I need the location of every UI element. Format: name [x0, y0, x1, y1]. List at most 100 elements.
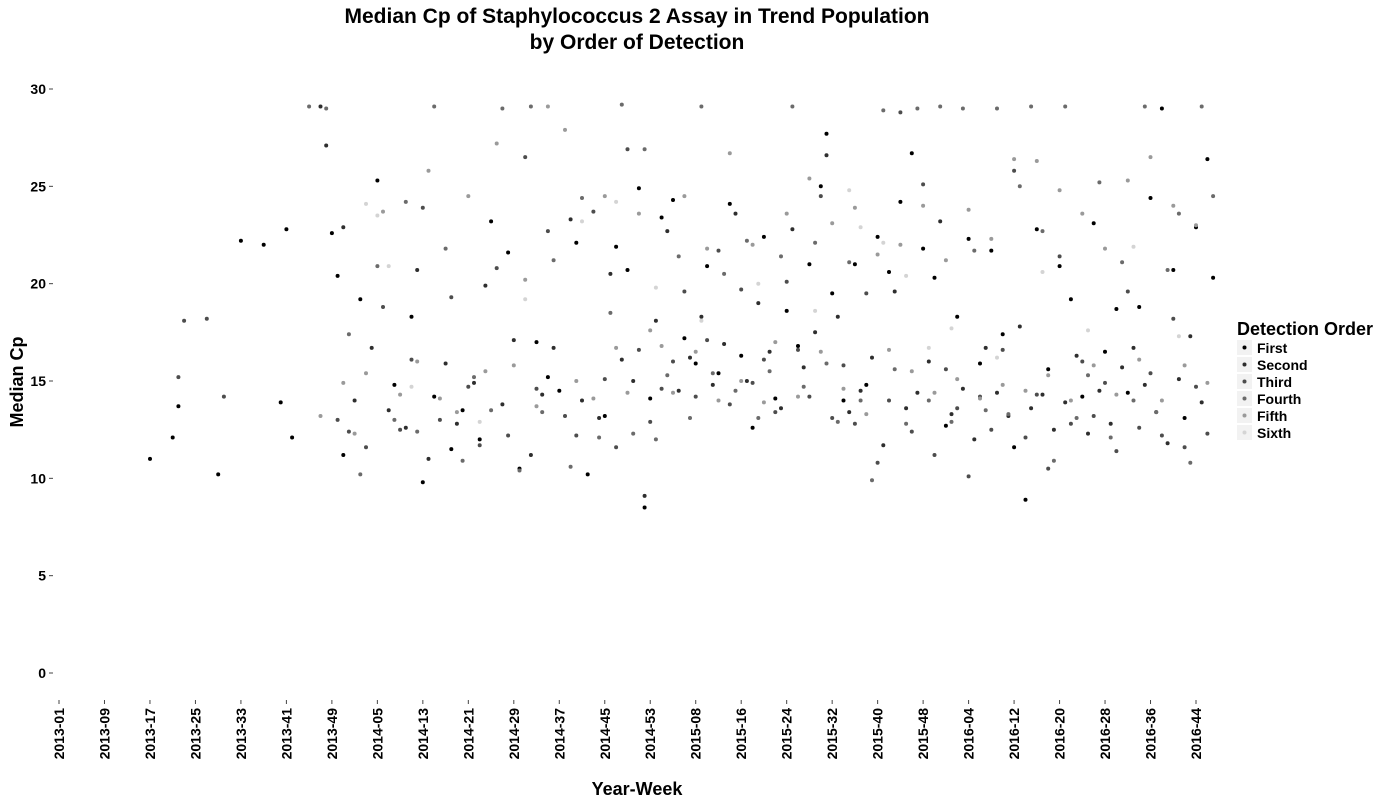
data-point	[494, 141, 499, 146]
data-point	[665, 373, 670, 378]
data-point	[1171, 268, 1176, 272]
data-point	[1114, 392, 1119, 397]
data-point	[796, 394, 800, 399]
data-point	[335, 417, 340, 422]
data-point	[909, 151, 914, 156]
data-point	[574, 379, 579, 383]
data-point	[1097, 388, 1102, 393]
data-point	[648, 419, 653, 424]
x-tick-label: 2015-08	[688, 708, 704, 760]
data-point	[540, 392, 545, 397]
series-fourth	[307, 102, 1216, 483]
data-point	[648, 396, 653, 401]
data-point	[750, 242, 755, 247]
data-point	[619, 357, 624, 362]
data-point	[1046, 373, 1051, 378]
x-tick-label: 2015-16	[733, 708, 749, 760]
data-point	[926, 345, 931, 350]
data-point	[955, 406, 960, 411]
data-point	[1165, 268, 1170, 272]
data-point	[574, 433, 579, 438]
data-point	[653, 318, 658, 323]
data-point	[318, 414, 323, 418]
data-point	[750, 425, 755, 430]
data-point	[346, 429, 351, 434]
data-point	[881, 240, 886, 245]
x-tick-label: 2016-20	[1052, 708, 1068, 760]
data-point	[614, 345, 619, 350]
data-point	[318, 104, 323, 109]
x-tick-label: 2013-33	[233, 708, 249, 760]
data-point	[551, 258, 556, 263]
data-point	[437, 396, 442, 401]
data-point	[699, 314, 704, 319]
data-point	[921, 182, 926, 187]
data-point	[898, 199, 903, 204]
y-tick-label: 25	[30, 178, 46, 194]
data-point	[1068, 297, 1073, 302]
data-point	[727, 151, 732, 156]
legend-label: Fifth	[1257, 408, 1287, 424]
x-tick-label: 2014-13	[415, 708, 431, 760]
legend-label: Third	[1257, 374, 1292, 390]
data-point	[665, 229, 670, 234]
data-point	[978, 396, 982, 401]
data-point	[1086, 431, 1090, 436]
y-axis-title: Median Cp	[7, 336, 27, 427]
data-point	[238, 238, 243, 243]
x-tick-label: 2013-41	[278, 708, 294, 760]
data-point	[364, 445, 368, 450]
data-point	[966, 474, 971, 479]
x-tick-label: 2014-05	[369, 708, 385, 760]
data-point	[182, 318, 187, 323]
data-point	[807, 394, 812, 399]
data-point	[989, 248, 994, 253]
data-point	[1182, 363, 1187, 368]
data-point	[557, 388, 562, 393]
data-point	[779, 254, 783, 259]
data-point	[261, 242, 266, 247]
data-point	[1023, 497, 1028, 502]
data-point	[420, 205, 425, 210]
data-point	[761, 234, 766, 239]
data-point	[756, 281, 761, 286]
data-point	[625, 147, 630, 152]
data-point	[790, 104, 795, 109]
x-tick-label: 2014-37	[551, 708, 567, 760]
data-point	[1211, 194, 1216, 199]
data-point	[938, 219, 943, 224]
data-point	[1063, 400, 1068, 405]
data-point	[1159, 398, 1164, 403]
data-point	[580, 219, 584, 224]
data-point	[1148, 155, 1153, 160]
data-point	[887, 270, 891, 274]
data-point	[682, 336, 687, 341]
data-point	[835, 314, 840, 319]
data-point	[1034, 159, 1039, 163]
data-point	[1205, 157, 1210, 162]
data-point	[375, 264, 380, 269]
data-point	[284, 227, 289, 232]
x-tick-label: 2014-53	[642, 708, 658, 760]
legend-label: Fourth	[1257, 391, 1301, 407]
data-point	[1114, 449, 1119, 454]
data-point	[926, 398, 931, 403]
data-point	[1034, 392, 1039, 397]
data-point	[1000, 332, 1005, 337]
data-point	[398, 427, 403, 432]
data-point	[688, 416, 692, 420]
data-point	[864, 412, 869, 417]
data-point	[1103, 380, 1107, 385]
data-point	[699, 104, 704, 109]
data-point	[932, 453, 937, 457]
legend: Detection Order FirstSecondThirdFourthFi…	[1237, 319, 1373, 441]
data-point	[381, 209, 385, 214]
data-point	[523, 297, 528, 302]
data-point	[784, 279, 789, 284]
data-point	[705, 246, 710, 251]
data-point	[915, 390, 920, 395]
data-point	[545, 375, 550, 380]
data-point	[1137, 305, 1142, 309]
data-point	[875, 234, 880, 239]
